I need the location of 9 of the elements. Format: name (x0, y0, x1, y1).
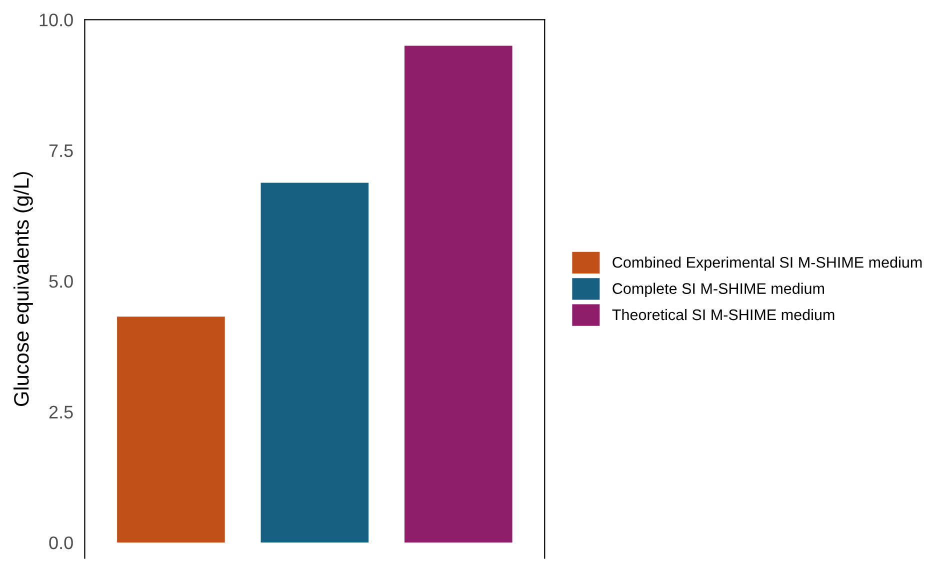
legend-label: Combined Experimental SI M-SHIME medium (612, 256, 922, 271)
legend-label: Complete SI M-SHIME medium (612, 282, 824, 298)
y-tick-label: 7.5 (49, 144, 73, 158)
y-tick-label: 0.0 (49, 536, 73, 550)
legend-label: Theoretical SI M-SHIME medium (612, 308, 834, 320)
y-tick-label: 10.0 (40, 14, 73, 26)
y-tick-label: 5.0 (49, 275, 73, 288)
y-axis-title: Glucose equivalents (g/L) (13, 172, 33, 406)
y-tick-label: 2.5 (49, 406, 73, 419)
